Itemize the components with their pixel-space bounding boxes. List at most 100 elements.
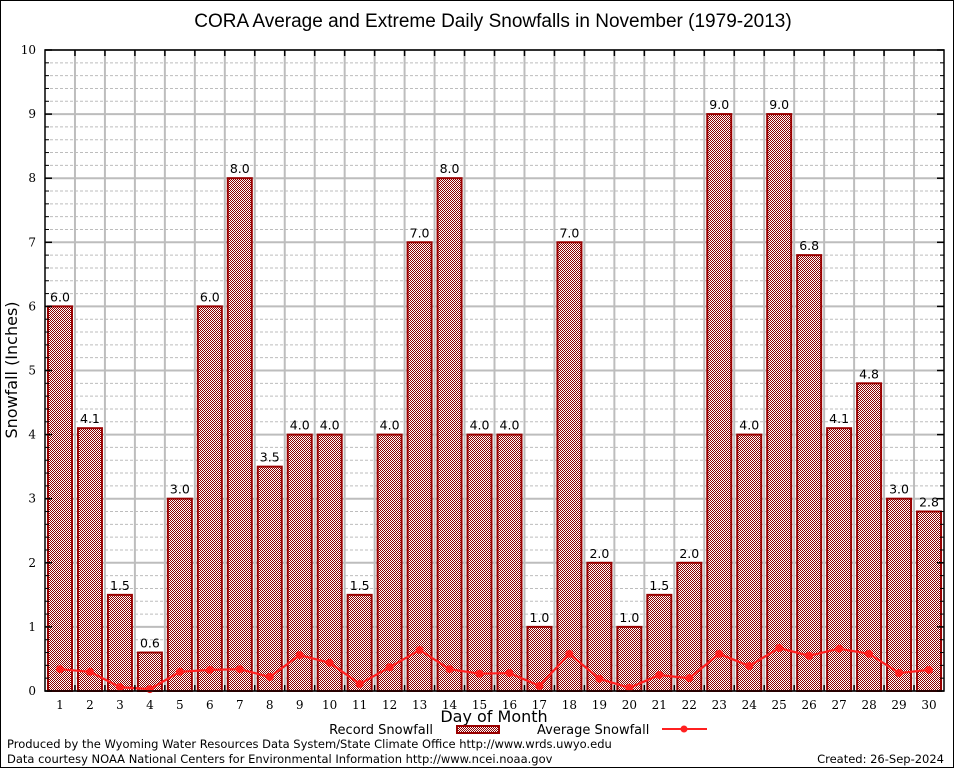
x-tick-label: 18: [562, 698, 577, 712]
bar-value-label: 9.0: [769, 97, 789, 112]
x-tick-label: 22: [682, 698, 697, 712]
average-point-day-20: [625, 683, 634, 692]
bar-value-label: 3.0: [889, 482, 909, 497]
x-tick-label: 1: [56, 698, 64, 712]
footer-data-courtesy: Data courtesy NOAA National Centers for …: [7, 752, 553, 766]
bar-value-label: 9.0: [709, 97, 729, 112]
bar-value-label: 3.5: [260, 450, 280, 465]
y-tick-label: 6: [28, 299, 36, 313]
bar-value-label: 4.0: [500, 418, 520, 433]
average-snowfall-line: [59, 646, 930, 691]
x-tick-label: 9: [296, 698, 304, 712]
record-bar-day-20: [616, 625, 643, 693]
y-tick-label: 10: [21, 43, 36, 57]
average-point-day-4: [145, 685, 154, 694]
average-point-day-12: [385, 663, 394, 672]
bar-value-label: 6.0: [200, 289, 220, 304]
record-bar-day-7: [226, 177, 253, 692]
y-tick-label: 0: [28, 684, 36, 698]
average-point-day-27: [835, 644, 844, 653]
bar-value-label: 0.6: [140, 636, 160, 651]
x-tick-label: 5: [176, 698, 184, 712]
bar-value-label: 1.5: [350, 578, 370, 593]
average-point-day-18: [565, 649, 574, 658]
record-bar-day-15: [466, 433, 493, 692]
average-point-day-5: [175, 667, 184, 676]
average-point-day-22: [685, 674, 694, 683]
record-bar-day-14: [436, 177, 463, 692]
bar-value-label: 1.0: [530, 610, 550, 625]
x-tick-label: 21: [652, 698, 667, 712]
average-point-day-19: [595, 674, 604, 683]
x-tick-label: 8: [266, 698, 274, 712]
x-tick-label: 12: [382, 698, 397, 712]
bar-value-label: 4.0: [290, 418, 310, 433]
x-tick-label: 16: [502, 698, 517, 712]
x-tick-label: 20: [622, 698, 637, 712]
legend-marker-average: [680, 725, 688, 733]
bar-value-label: 2.8: [919, 495, 939, 510]
y-tick-label: 8: [28, 171, 36, 185]
y-axis-title: Snowfall (Inches): [2, 301, 21, 438]
record-bar-day-16: [496, 433, 523, 692]
bar-value-label: 6.8: [799, 238, 819, 253]
average-point-day-14: [445, 665, 454, 674]
record-bar-day-11: [346, 593, 373, 692]
bar-value-label: 1.5: [649, 578, 669, 593]
average-point-day-11: [355, 679, 364, 688]
bar-value-label: 8.0: [230, 161, 250, 176]
legend-swatch-record: [456, 725, 500, 734]
x-tick-label: 11: [352, 698, 367, 712]
bar-value-label: 1.5: [110, 578, 130, 593]
x-tick-label: 6: [206, 698, 214, 712]
average-point-day-2: [85, 667, 94, 676]
bar-value-label: 4.0: [470, 418, 490, 433]
footer-produced-by: Produced by the Wyoming Water Resources …: [7, 737, 612, 751]
average-point-day-10: [325, 658, 334, 667]
bar-value-label: 2.0: [679, 546, 699, 561]
legend-label-record: Record Snowfall: [329, 723, 433, 738]
x-tick-label: 15: [472, 698, 487, 712]
record-bar-day-6: [196, 305, 223, 692]
x-tick-label: 23: [712, 698, 727, 712]
average-point-day-30: [925, 665, 934, 674]
bar-value-label: 4.1: [80, 411, 100, 426]
record-bar-day-23: [706, 113, 733, 693]
x-tick-label: 19: [592, 698, 607, 712]
data-labels: 6.0 4.1 1.5 0.6 3.0 6.0 8.0 3.5 4.0 4.0 1.5 4.0 7.0 8…: [50, 97, 939, 650]
average-point-day-3: [115, 683, 124, 692]
record-bar-day-18: [556, 241, 583, 693]
record-bar-day-26: [796, 254, 823, 692]
average-point-day-21: [655, 670, 664, 679]
y-tick-label: 9: [28, 107, 36, 121]
record-bar-day-9: [286, 433, 313, 692]
y-tick-label: 2: [28, 556, 36, 570]
record-bar-day-17: [526, 625, 553, 693]
x-tick-label: 3: [116, 698, 124, 712]
x-tick-label: 17: [532, 698, 547, 712]
bar-value-label: 1.0: [619, 610, 639, 625]
y-tick-label: 1: [28, 620, 36, 634]
average-point-day-8: [265, 672, 274, 681]
average-point-day-7: [235, 665, 244, 674]
legend: Record Snowfall Average Snowfall: [329, 723, 707, 738]
y-tick-label: 7: [28, 235, 36, 249]
average-point-day-6: [205, 665, 214, 674]
x-tick-label: 13: [412, 698, 427, 712]
bar-value-label: 4.0: [380, 418, 400, 433]
bar-value-label: 7.0: [410, 225, 430, 240]
x-tick-label: 7: [236, 698, 244, 712]
record-bar-day-25: [766, 113, 793, 693]
average-point-day-13: [415, 645, 424, 654]
y-tick-label: 4: [28, 428, 36, 442]
bar-value-label: 7.0: [559, 225, 579, 240]
average-point-day-16: [505, 669, 514, 678]
x-tick-label: 14: [442, 698, 458, 712]
x-tick-label: 24: [742, 698, 758, 712]
y-tick-label: 5: [28, 364, 36, 378]
y-tick-label: 3: [28, 492, 36, 506]
record-bar-day-13: [406, 241, 433, 693]
bar-value-label: 4.8: [859, 366, 879, 381]
